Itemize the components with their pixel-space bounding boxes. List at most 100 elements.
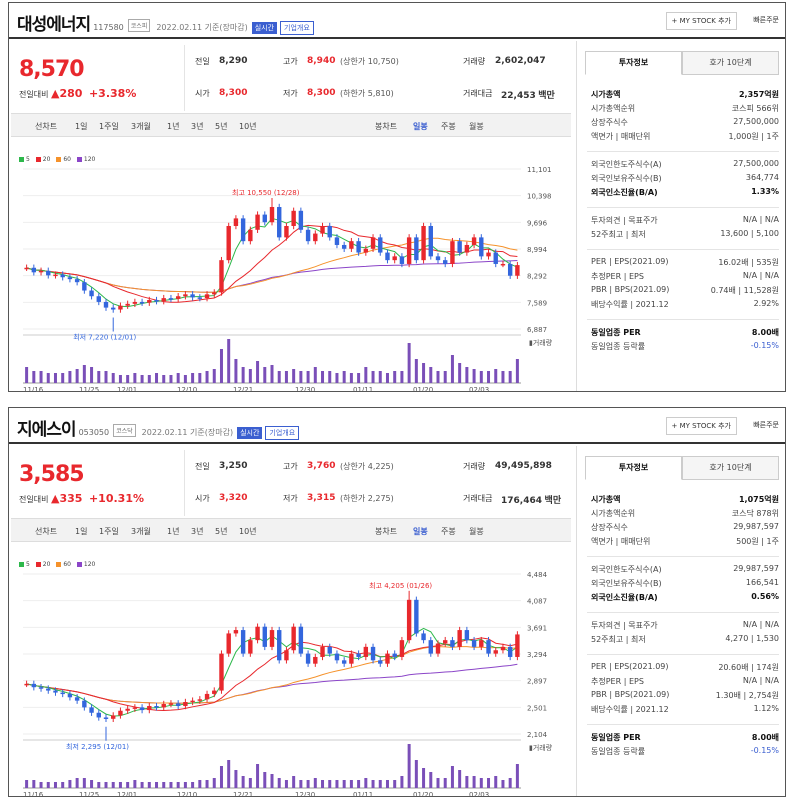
info-label[interactable]: 동일업종 등락률 [591,747,646,756]
candle-body [341,244,347,249]
info-row: PER | EPS(2021.09) 20.60배 | 174원 [591,662,779,675]
info-label[interactable]: 동일업종 등락률 [591,342,646,351]
company-overview-button[interactable]: 기업개요 [280,21,314,35]
volume-bar [364,778,368,788]
period-1w[interactable]: 1주일 [99,527,119,536]
info-label[interactable]: 외국인소진율(B/A) [591,593,658,602]
volume-bar [342,371,346,383]
my-stock-add-button[interactable]: + MY STOCK 추가 [665,12,737,30]
candle-body [67,277,73,280]
tab-order-book[interactable]: 호가 10단계 [682,456,779,480]
info-label[interactable]: 액면가 | 매매단위 [591,132,651,141]
price-chart: 11,101 10,398 9,696 8,994 8,292 7,589 6,887 ▮거래… [23,166,553,392]
info-label[interactable]: 외국인소진율(B/A) [591,188,658,197]
info-row: 외국인보유주식수(B) 364,774 [591,173,779,186]
candle-body [334,653,340,661]
period-10y[interactable]: 10년 [239,122,257,131]
volume-bar [328,371,332,383]
period-3y[interactable]: 3년 [191,122,204,131]
candle-body [161,298,166,302]
info-label[interactable]: 상장주식수 [591,523,628,532]
info-label[interactable]: 시가총액순위 [591,104,636,113]
info-label[interactable]: 외국인보유주식수(B) [591,579,662,588]
tab-invest-info[interactable]: 투자정보 [585,51,682,75]
period-3m[interactable]: 3개월 [131,122,151,131]
period-1d[interactable]: 1일 [75,527,88,536]
volume-bar [277,371,281,383]
candle-body [255,626,260,641]
tab-invest-info[interactable]: 투자정보 [585,456,682,480]
info-label[interactable]: 외국인한도주식수(A) [591,160,662,169]
info-label[interactable]: 배당수익률 | 2021.12 [591,300,669,309]
info-value: 27,500,000 [733,117,779,126]
realtime-button[interactable]: 실시간 [251,22,278,34]
candle-body [450,640,455,647]
info-label[interactable]: 상장주식수 [591,118,628,127]
period-1y[interactable]: 1년 [167,122,180,131]
info-label[interactable]: 투자의견 | 목표주가 [591,216,658,225]
daily-candle-tab[interactable]: 일봉 [413,122,428,131]
my-stock-add-button[interactable]: + MY STOCK 추가 [665,417,737,435]
min-price-label: 최저 7,220 (12/01) [73,333,136,342]
stock-name[interactable]: 지에스이 [17,420,77,440]
candle-body [46,688,51,691]
info-label[interactable]: 배당수익률 | 2021.12 [591,705,669,714]
tab-order-book[interactable]: 호가 10단계 [682,51,779,75]
company-overview-button[interactable]: 기업개요 [265,426,300,440]
max-price-label: 최고 10,550 (12/28) [232,188,300,197]
monthly-candle-tab[interactable]: 월봉 [469,122,484,131]
info-label[interactable]: 투자의견 | 목표주가 [591,621,658,630]
volume-bar [169,782,173,788]
info-label[interactable]: 시가총액순위 [591,509,636,518]
info-label[interactable]: 외국인보유주식수(B) [591,174,662,183]
info-label[interactable]: 외국인한도주식수(A) [591,565,662,574]
info-value: 코스피 566위 [731,104,779,113]
realtime-button[interactable]: 실시간 [237,427,263,439]
period-1w[interactable]: 1주일 [99,122,119,131]
candle-chart-button[interactable]: 봉차트 [375,122,398,131]
period-1d[interactable]: 1일 [75,122,88,131]
info-label[interactable]: 추정PER | EPS [591,272,644,281]
candle-chart-button[interactable]: 봉차트 [375,527,398,536]
candle-body [269,630,275,647]
candle-body [291,210,296,226]
period-5y[interactable]: 5년 [215,122,228,131]
candle-body [53,274,58,277]
info-label[interactable]: 추정PER | EPS [591,677,644,686]
line-chart-button[interactable]: 선차트 [35,122,58,131]
quick-order-link[interactable]: 빠른주문 [753,421,779,429]
info-label[interactable]: 52주최고 | 최저 [591,230,646,239]
info-label[interactable]: PBR | BPS(2021.09) [591,285,670,294]
quick-order-link[interactable]: 빠른주문 [753,16,779,24]
stock-name[interactable]: 대성에너지 [17,15,91,35]
high-limit: (상한가 4,225) [340,462,394,471]
period-1y[interactable]: 1년 [167,527,180,536]
info-label[interactable]: 동일업종 PER [591,328,641,337]
info-label[interactable]: PER | EPS(2021.09) [591,257,669,266]
weekly-candle-tab[interactable]: 주봉 [441,122,456,131]
info-label[interactable]: 시가총액 [591,90,621,99]
info-label[interactable]: 동일업종 PER [591,733,641,742]
info-value: 4,270 | 1,530 [725,634,779,643]
info-label[interactable]: PBR | BPS(2021.09) [591,690,670,699]
info-label[interactable]: 시가총액 [591,495,621,504]
monthly-candle-tab[interactable]: 월봉 [469,527,484,536]
info-label[interactable]: PER | EPS(2021.09) [591,662,669,671]
candle-body [240,630,246,654]
volume-bar [32,371,36,383]
weekly-candle-tab[interactable]: 주봉 [441,527,456,536]
daily-candle-tab[interactable]: 일봉 [413,527,428,536]
period-10y[interactable]: 10년 [239,527,257,536]
candle-body [219,260,224,293]
info-label[interactable]: 액면가 | 매매단위 [591,537,651,546]
candle-body [443,640,448,644]
period-3y[interactable]: 3년 [191,527,204,536]
period-3m[interactable]: 3개월 [131,527,151,536]
chart-toolbar: 선차트 1일 1주일 3개월 1년 3년 5년 10년 봉차트 일봉 주봉 월봉 [11,113,571,137]
line-chart-button[interactable]: 선차트 [35,527,58,536]
info-divider [587,319,779,320]
info-label[interactable]: 52주최고 | 최저 [591,635,646,644]
candle-body [212,292,217,295]
period-5y[interactable]: 5년 [215,527,228,536]
x-tick-label: 12/30 [295,386,315,392]
